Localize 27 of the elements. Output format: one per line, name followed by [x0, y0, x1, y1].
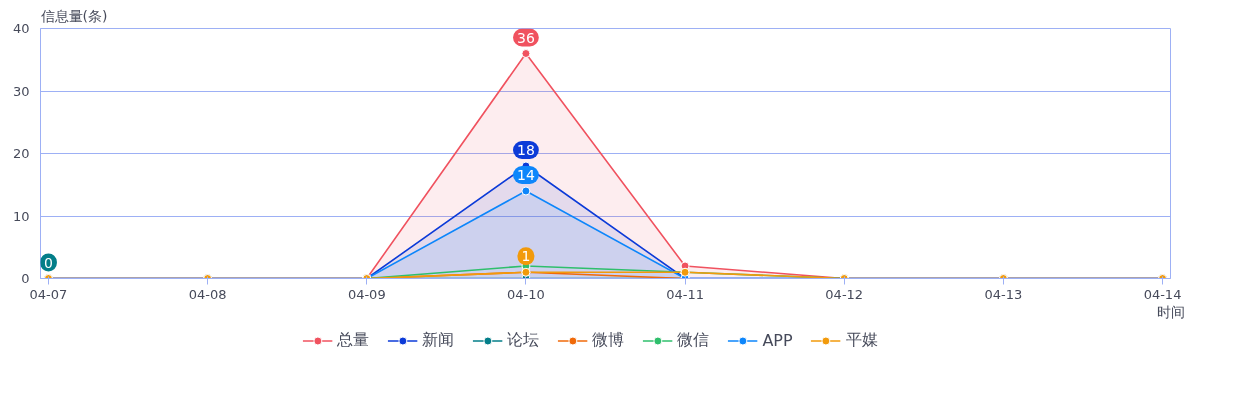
legend-label: APP	[762, 330, 793, 350]
y-axis-title: 信息量(条)	[40, 7, 108, 24]
annotation: 1	[521, 248, 531, 265]
x-tick-label: 04-13	[984, 286, 1023, 302]
x-tick-label: 04-08	[188, 286, 227, 302]
x-tick-label: 04-10	[507, 286, 545, 302]
y-tick-label: 10	[12, 208, 30, 224]
y-tick-label: 0	[21, 271, 30, 286]
y-tick-label: 30	[12, 83, 30, 99]
x-tick-label: 04-12	[825, 286, 864, 302]
x-tick-label: 04-09	[347, 286, 386, 302]
annotation: 18	[517, 142, 535, 158]
annotation: 0	[44, 254, 53, 271]
x-tick-label: 04-11	[666, 286, 704, 302]
y-tick-label: 40	[12, 21, 30, 36]
legend-label: 微博	[592, 329, 625, 351]
y-tick-label: 20	[12, 146, 30, 161]
x-tick-label: 04-14	[1143, 286, 1182, 302]
x-tick-label: 04-07	[29, 286, 68, 302]
legend-label: 总量	[337, 329, 370, 351]
legend-label: 新闻	[422, 329, 455, 351]
annotation: 14	[517, 167, 535, 183]
legend-label: 平媒	[845, 329, 878, 351]
x-axis-title: 时间	[1156, 303, 1185, 320]
legend-label: 微信	[677, 329, 710, 351]
annotation: 36	[517, 29, 535, 46]
legend-label: 论坛	[507, 329, 540, 351]
